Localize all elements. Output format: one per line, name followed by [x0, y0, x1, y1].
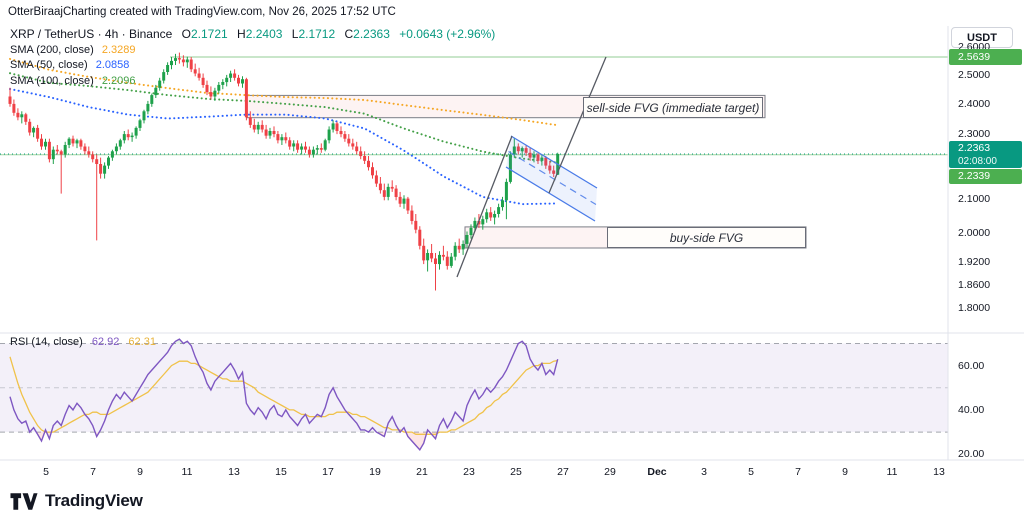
tradingview-logo[interactable]: TradingView — [10, 491, 143, 511]
rsi-ma-value: 62.31 — [128, 336, 156, 348]
alert-price-badge: 2.2339 — [949, 169, 1022, 184]
price-axis-label: 2.3000 — [958, 128, 991, 141]
symbol-title[interactable]: XRP / TetherUS · 4h · Binance — [10, 27, 173, 41]
time-axis-label: 19 — [369, 466, 381, 478]
currency-toggle-button[interactable]: USDT — [951, 27, 1013, 48]
low-label: L — [291, 27, 299, 41]
sma-100-value: 2.2096 — [101, 74, 136, 87]
time-axis-label: 27 — [557, 466, 569, 478]
time-axis-label: 23 — [463, 466, 475, 478]
rsi-axis-label: 20.00 — [958, 448, 985, 461]
sma-100-legend[interactable]: SMA (100, close) 2.2096 — [10, 75, 495, 88]
symbol-legend-row[interactable]: XRP / TetherUS · 4h · Binance O2.1721 H2… — [10, 28, 495, 41]
price-axis-label: 2.0000 — [958, 227, 991, 240]
close-label: C — [344, 27, 354, 41]
time-axis-label: 5 — [43, 466, 49, 478]
rsi-axis-label: 60.00 — [958, 359, 985, 372]
high-label: H — [237, 27, 246, 41]
rsi-legend[interactable]: RSI (14, close) 62.92 62.31 — [10, 336, 156, 348]
high-value: 2.2403 — [245, 27, 283, 41]
open-label: O — [181, 27, 191, 41]
time-axis-label: 29 — [604, 466, 616, 478]
time-axis-label: 7 — [90, 466, 96, 478]
tradingview-logo-icon — [10, 492, 38, 510]
price-axis-label: 2.5000 — [958, 68, 991, 81]
time-axis-label: 11 — [886, 466, 898, 478]
time-axis-label: 13 — [228, 466, 240, 478]
sma-100-label: SMA (100, close) — [10, 74, 94, 87]
price-axis-label: 1.8000 — [958, 302, 991, 315]
sma-50-label: SMA (50, close) — [10, 59, 88, 71]
time-axis-label: 9 — [137, 466, 143, 478]
sell-side-fvg-text: sell-side FVG (immediate target) — [586, 100, 760, 115]
time-axis-label: 3 — [701, 466, 707, 478]
change-value: +0.0643 (+2.96%) — [399, 27, 496, 41]
chart-watermark: OtterBiraajCharting created with Trading… — [8, 6, 396, 18]
price-axis-label: 1.8600 — [958, 278, 991, 291]
time-axis-label: 13 — [933, 466, 945, 478]
last-price-badge: 2.2363 02:08:00 — [949, 141, 1022, 168]
tradingview-logo-text: TradingView — [45, 491, 143, 510]
time-axis-label: 5 — [748, 466, 754, 478]
last-price-value: 2.2363 — [958, 142, 991, 154]
price-axis-label: 1.9200 — [958, 256, 991, 269]
rsi-value: 62.92 — [91, 336, 120, 348]
sma-50-legend[interactable]: SMA (50, close) 2.0858 — [10, 59, 495, 72]
sell-side-fvg-label[interactable]: sell-side FVG (immediate target) — [583, 97, 763, 118]
rsi-axis-label: 40.00 — [958, 403, 985, 416]
resistance-price-badge: 2.5639 — [949, 49, 1022, 65]
symbol-legend[interactable]: XRP / TetherUS · 4h · Binance O2.1721 H2… — [10, 28, 495, 88]
time-axis-label: 25 — [510, 466, 522, 478]
time-axis-label: 11 — [181, 466, 193, 478]
sma-200-value: 2.3289 — [101, 43, 136, 56]
time-axis-label: 7 — [795, 466, 801, 478]
rsi-label: RSI (14, close) — [10, 336, 83, 348]
price-axis-label: 2.4000 — [958, 97, 991, 110]
time-axis-label: 15 — [275, 466, 287, 478]
close-value: 2.2363 — [353, 27, 390, 41]
price-axis-label: 2.1000 — [958, 192, 991, 205]
time-axis-label: 21 — [416, 466, 428, 478]
sma-200-label: SMA (200, close) — [10, 43, 94, 56]
buy-side-fvg-text: buy-side FVG — [669, 230, 744, 245]
open-value: 2.1721 — [191, 27, 228, 41]
time-axis-label: Dec — [647, 466, 667, 478]
time-axis-label: 9 — [842, 466, 848, 478]
candle-countdown: 02:08:00 — [958, 156, 997, 167]
buy-side-fvg-label[interactable]: buy-side FVG — [607, 227, 806, 248]
sma-200-legend[interactable]: SMA (200, close) 2.3289 — [10, 44, 495, 57]
low-value: 2.1712 — [298, 27, 336, 41]
sma-50-value: 2.0858 — [95, 59, 130, 71]
time-axis-label: 17 — [322, 466, 334, 478]
price-axis[interactable]: 2.6000 2.5000 2.4000 2.3000 2.1000 2.0000 1.92… — [948, 26, 1024, 460]
